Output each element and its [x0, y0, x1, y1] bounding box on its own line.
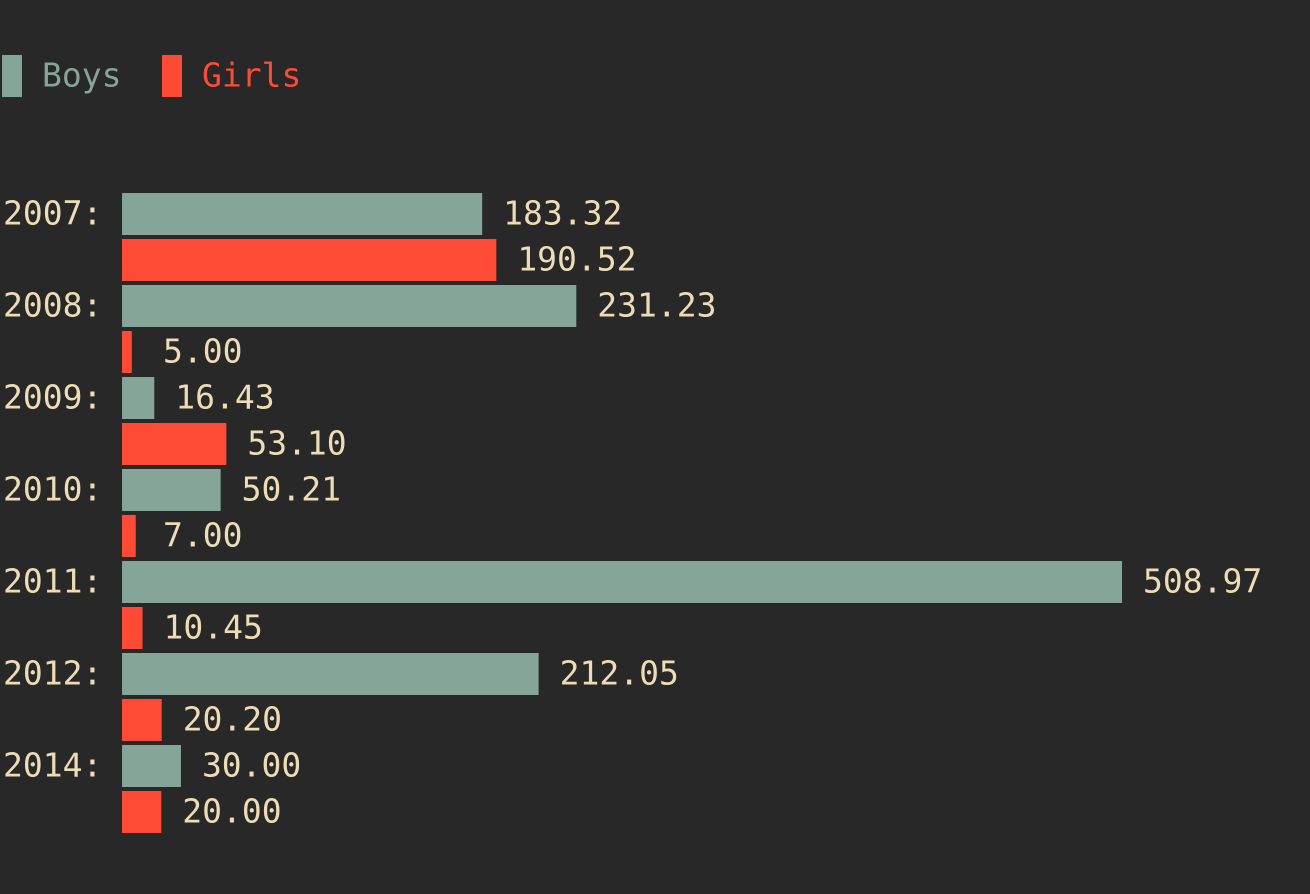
bar-boys — [122, 193, 483, 235]
value-label-girls: 20.00 — [182, 792, 281, 831]
bar-girls — [122, 607, 143, 649]
category-label: 2007: — [3, 194, 102, 233]
category-label: 2014: — [3, 746, 102, 785]
legend: Boys Girls — [2, 55, 301, 97]
value-label-boys: 231.23 — [597, 286, 716, 325]
value-label-girls: 190.52 — [517, 240, 636, 279]
bar-boys — [122, 469, 221, 511]
value-label-boys: 508.97 — [1143, 562, 1262, 601]
category-label: 2008: — [3, 286, 102, 325]
category-label: 2011: — [3, 562, 102, 601]
chart-rows: 2007: 183.32 190.52 2008: 231.23 5.00 2009: 16.… — [3, 193, 1262, 833]
bar-girls — [122, 791, 162, 833]
bar-boys — [122, 285, 577, 327]
bar-boys — [122, 377, 155, 419]
legend-label-boys: Boys — [42, 56, 121, 95]
legend-swatch-girls — [162, 55, 182, 97]
bar-boys — [122, 745, 181, 787]
value-label-boys: 30.00 — [202, 746, 301, 785]
bar-girls — [122, 423, 227, 465]
bar-girls — [122, 699, 162, 741]
bar-boys — [122, 653, 539, 695]
value-label-girls: 5.00 — [163, 332, 242, 371]
value-label-girls: 7.00 — [163, 516, 242, 555]
category-label: 2010: — [3, 470, 102, 509]
bar-girls — [122, 331, 132, 373]
bar-girls — [122, 515, 136, 557]
value-label-boys: 212.05 — [560, 654, 679, 693]
value-label-girls: 53.10 — [247, 424, 346, 463]
value-label-boys: 183.32 — [503, 194, 622, 233]
value-label-girls: 20.20 — [183, 700, 282, 739]
value-label-girls: 10.45 — [164, 608, 263, 647]
category-label: 2009: — [3, 378, 102, 417]
bar-girls — [122, 239, 497, 281]
value-label-boys: 50.21 — [242, 470, 341, 509]
legend-label-girls: Girls — [202, 56, 301, 95]
value-label-boys: 16.43 — [175, 378, 274, 417]
category-label: 2012: — [3, 654, 102, 693]
legend-swatch-boys — [2, 55, 22, 97]
bar-boys — [122, 561, 1122, 603]
